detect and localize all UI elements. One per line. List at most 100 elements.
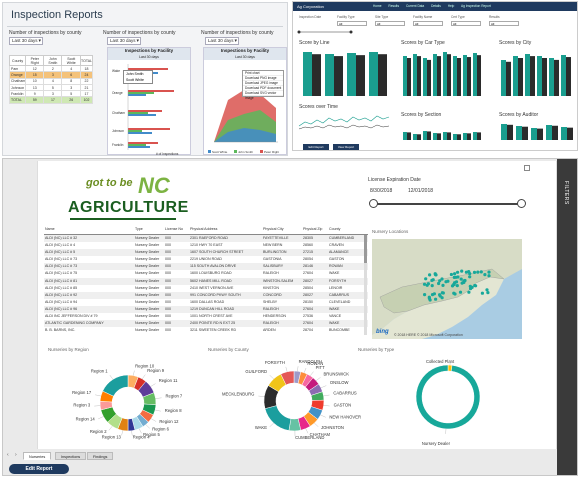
popup-item-scott[interactable]: Scott White [126,78,144,82]
table-row[interactable]: ALDI (NC) LLC # 96 Nursery Dealer 000 1219 … [44,305,368,314]
chart-title-auditor: Scores by Auditor [499,112,539,118]
dashboard-bar [477,55,481,96]
donut-label: ONSLOW [330,380,349,385]
dashboard-filter-dropdown[interactable]: All [413,21,443,26]
menu-pdf[interactable]: Download PDF document [243,86,283,91]
table-row[interactable]: ALDI (NC) LLC # 81 Nursery Dealer 000 5602 … [44,277,368,285]
dashboard-filter-dropdown[interactable]: All [451,21,481,26]
map-location-dot [422,282,427,286]
donut-label: RANDOLPH [299,359,322,364]
nav-inspection-report[interactable]: Ag Inspection Report [461,4,491,8]
date-slider-start-handle[interactable] [369,199,378,208]
date-filter-end[interactable]: 12/01/2018 [408,188,434,194]
dashboard-filter-dropdown[interactable]: All [337,21,367,26]
nav-current-data[interactable]: Current Data [405,4,425,8]
nav-home[interactable]: Home [373,4,382,8]
table-row[interactable]: ALDI INC JEFFERSON DIV # 79 Nursery Deale… [44,313,368,320]
dashboard-bar [407,58,411,96]
nav-help[interactable]: Help [447,4,455,8]
dashboard-charts [297,30,573,140]
table-row[interactable]: ALDI (NC) LLC # 85 Nursery Dealer 000 2410 … [44,285,368,292]
logo-got-to-be: got to be [86,177,133,189]
logo-nc: NC [138,173,170,198]
dashboard-bar [549,58,554,96]
date-slider-knob [349,30,353,34]
nursery-col-header[interactable]: County [329,227,341,231]
dashboard-bar [453,56,457,96]
table-cell: 27604 [303,306,313,311]
filters-pane[interactable]: FILTERS [557,159,577,475]
table-row[interactable]: ATLANTIC GARDENING COMPANY Nursery Dealer… [44,320,368,328]
menu-jpeg[interactable]: Download JPEG image [243,81,283,86]
nursery-col-header[interactable]: License No [165,227,183,231]
table-row[interactable]: ALDI (NC) LLC # 4 Nursery Dealer 000 1210 H… [44,242,368,249]
nav-results[interactable]: Results [388,4,400,8]
facility-area-chart-subtitle: Last 30 days [235,55,255,59]
dashboard-bar [463,55,467,96]
table-row[interactable]: ALDI (NC) LLC # 5 Nursery Dealer 000 1607 S… [44,249,368,257]
table-cell: ALDI (NC) LLC # 94 [45,299,78,304]
table-row[interactable]: ALDI (NC) LLC # 73 Nursery Dealer 000 115 S… [44,263,368,271]
nursery-col-header[interactable]: Physical Zip [303,227,323,231]
nursery-col-header[interactable]: Type [135,227,143,231]
nursery-col-header[interactable]: Name [45,227,55,231]
date-filter-start[interactable]: 8/30/2018 [370,188,393,194]
map-location-dot [458,290,463,294]
tab-next-icon[interactable]: › [15,452,17,458]
facility-bar-chart: Wake Orange Chatham Johnson Franklin # o… [112,64,179,156]
table-scrollbar[interactable] [364,235,367,335]
nav-details[interactable]: Details [431,4,441,8]
table-cell: 000 [165,271,171,276]
donut-label: Region 10 [135,364,155,369]
table-row[interactable]: ALDI (NC) LLC # 92 Nursery Dealer 000 991 C… [44,291,368,299]
dashboard-view-report-button[interactable]: View Report [333,144,359,150]
dashboard-bar [537,56,542,96]
facility-area-chart: Scott White John Smith Peter Right [208,90,279,154]
table-scrollbar-thumb[interactable] [364,235,367,263]
county-row: Franklin 9 3 5 17 [8,90,93,98]
date-slider-end-handle[interactable] [517,199,526,208]
bar [128,130,142,132]
facility-area-range-dropdown[interactable]: Last 30 days [205,37,239,45]
map-location-dot [456,270,460,274]
date-slider-track[interactable] [374,203,522,205]
facility-bar-range-dropdown[interactable]: Last 30 days [107,37,141,45]
nursery-col-header[interactable]: Physical City [263,227,284,231]
dashboard-filter-dropdown[interactable]: All [489,21,519,26]
nursery-col-header[interactable]: Physical Address [190,227,218,231]
tab-findings[interactable]: Findings [87,452,114,460]
map-location-dot [468,275,472,279]
table-row[interactable]: ALDI (NC) LLC # 73 Nursery Dealer 000 2219 … [44,256,368,263]
expand-icon[interactable] [524,165,530,171]
county-range-dropdown[interactable]: Last 30 days [9,37,43,45]
menu-svg[interactable]: Download SVG vector image [243,91,283,100]
table-cell: ALDI (NC) LLC # 85 [45,285,78,290]
table-row[interactable]: B. B. BARNS, INC. Nursery Dealer 000 3211 S… [44,327,368,334]
table-row[interactable]: ALDI (NC) LLC # 94 Nursery Dealer 000 1600 … [44,299,368,306]
table-cell: WAKE [329,306,340,311]
donut-slice [102,374,129,397]
map-location-dot [487,274,491,278]
nursery-locations-map[interactable] [372,239,522,339]
menu-print[interactable]: Print chart [243,71,283,76]
tab-prev-icon[interactable]: ‹ [7,452,9,458]
dashboard-filter-dropdown[interactable]: All [375,21,405,26]
table-row[interactable]: ALDI (NC) LLC # 75 Nursery Dealer 000 1600 … [44,270,368,277]
dashboard-bar [437,56,441,96]
tab-inspections[interactable]: Inspections [55,452,87,460]
dashboard-bar [423,131,427,140]
dashboard-edit-report-button[interactable]: Edit Report [303,144,329,150]
tab-nurseries[interactable]: Nurseries [23,452,52,460]
table-row[interactable]: ALDI (NC) LLC # 32 Nursery Dealer 000 2301 … [44,235,368,243]
county-cell: Pam [8,64,27,73]
popup-item-john[interactable]: John Smith [126,72,144,76]
edit-report-button[interactable]: Edit Report [9,464,69,474]
dashboard-bar [513,56,518,96]
table-cell: ALDI (NC) LLC # 92 [45,292,78,297]
menu-png[interactable]: Download PNG image [243,76,283,81]
bar-label-chatham: Chatham [112,111,125,115]
dashboard-bar [501,60,506,96]
county-cell: 2 [43,64,63,73]
map-location-dot [487,270,491,274]
table-cell: 000 [165,292,171,297]
